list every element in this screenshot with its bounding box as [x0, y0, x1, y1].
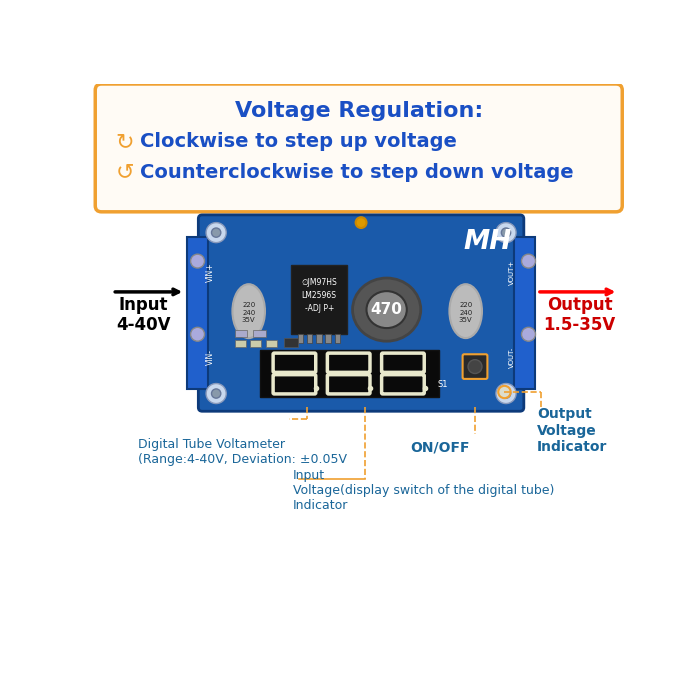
Circle shape: [496, 384, 516, 403]
Bar: [284, 338, 298, 347]
Circle shape: [190, 254, 204, 268]
Ellipse shape: [232, 284, 265, 338]
Circle shape: [211, 389, 220, 398]
Text: 35V: 35V: [459, 317, 473, 323]
Text: Voltage Regulation:: Voltage Regulation:: [234, 101, 483, 121]
FancyBboxPatch shape: [273, 353, 316, 372]
Bar: [326, 335, 331, 343]
Text: Input
4-40V: Input 4-40V: [116, 295, 171, 335]
FancyBboxPatch shape: [273, 374, 316, 394]
FancyBboxPatch shape: [198, 215, 524, 412]
Text: Clockwise to step up voltage: Clockwise to step up voltage: [140, 132, 457, 151]
Text: VIN+: VIN+: [206, 262, 214, 283]
Circle shape: [206, 384, 226, 403]
Circle shape: [522, 328, 536, 341]
Text: VOUT+: VOUT+: [509, 260, 515, 286]
FancyBboxPatch shape: [382, 353, 424, 372]
Circle shape: [496, 223, 516, 243]
Text: Output
Voltage
Indicator: Output Voltage Indicator: [537, 407, 608, 454]
FancyBboxPatch shape: [514, 237, 535, 389]
Text: VOUT-: VOUT-: [509, 346, 515, 368]
Text: MH: MH: [463, 229, 512, 255]
Bar: [307, 335, 312, 343]
Circle shape: [356, 217, 367, 228]
Circle shape: [501, 389, 511, 398]
Bar: [251, 340, 261, 346]
Text: ON/OFF: ON/OFF: [410, 440, 470, 454]
Ellipse shape: [353, 278, 421, 341]
Text: S1: S1: [438, 380, 448, 389]
FancyBboxPatch shape: [463, 354, 487, 379]
Text: Counterclockwise to step down voltage: Counterclockwise to step down voltage: [140, 163, 574, 182]
Text: ∅JM97HS
LM2596S
-ADJ P+: ∅JM97HS LM2596S -ADJ P+: [302, 278, 337, 314]
Bar: [234, 330, 247, 337]
Ellipse shape: [449, 284, 482, 338]
Bar: [291, 265, 347, 335]
FancyBboxPatch shape: [95, 84, 622, 212]
Circle shape: [522, 254, 536, 268]
Bar: [266, 340, 276, 346]
Bar: [335, 335, 340, 343]
Text: Output
1.5-35V: Output 1.5-35V: [543, 295, 616, 335]
Text: ↺: ↺: [116, 162, 134, 183]
Text: Input
Voltage(display switch of the digital tube)
Indicator: Input Voltage(display switch of the digi…: [293, 469, 554, 512]
Circle shape: [468, 360, 482, 374]
Text: VIN-: VIN-: [206, 349, 214, 365]
Circle shape: [206, 223, 226, 243]
Circle shape: [190, 328, 204, 341]
Ellipse shape: [367, 291, 407, 328]
Text: 220: 220: [459, 302, 473, 308]
FancyBboxPatch shape: [382, 374, 424, 394]
FancyBboxPatch shape: [328, 374, 370, 394]
Bar: [316, 335, 321, 343]
Text: 220: 220: [242, 302, 256, 308]
FancyBboxPatch shape: [328, 353, 370, 372]
Text: 470: 470: [371, 302, 402, 317]
Text: 240: 240: [242, 309, 256, 316]
Bar: [298, 335, 303, 343]
Text: 35V: 35V: [242, 317, 256, 323]
Bar: [234, 340, 246, 346]
Text: 240: 240: [459, 309, 473, 316]
Circle shape: [498, 386, 511, 398]
Bar: [253, 330, 266, 337]
Text: Digital Tube Voltameter
(Range:4-40V, Deviation: ±0.05V: Digital Tube Voltameter (Range:4-40V, De…: [138, 438, 347, 466]
Text: ↻: ↻: [116, 132, 134, 152]
Circle shape: [501, 228, 511, 237]
Circle shape: [211, 228, 220, 237]
FancyBboxPatch shape: [188, 237, 209, 389]
Bar: [260, 350, 439, 398]
